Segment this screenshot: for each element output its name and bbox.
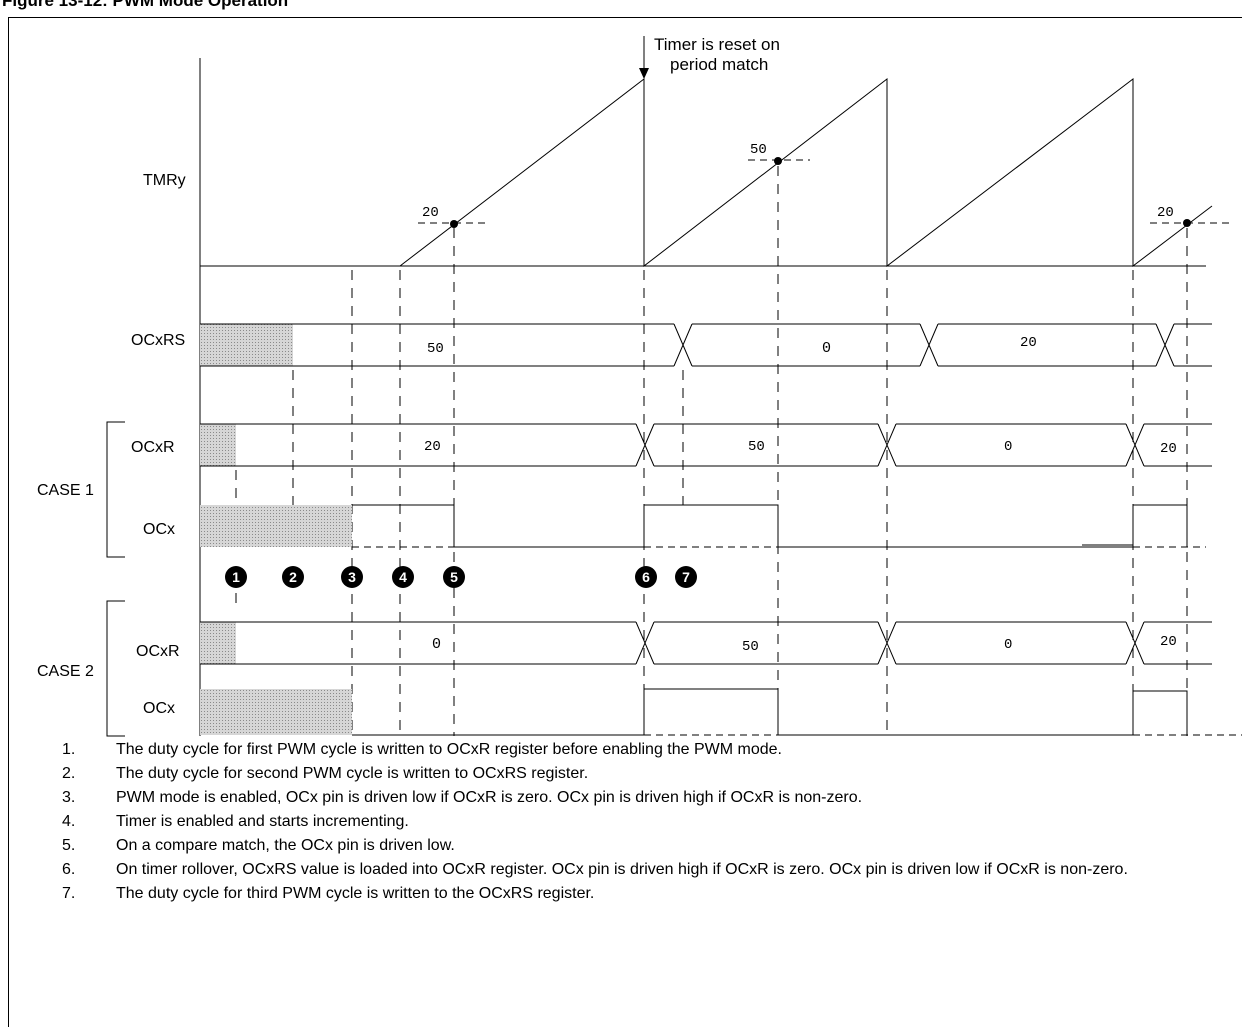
tmry-value-50: 50 [750, 142, 767, 158]
tmry-sawtooth [399, 77, 1213, 268]
annotation-line2: period match [670, 55, 768, 74]
note-item: 2. The duty cycle for second PWM cycle is… [62, 762, 1236, 786]
marker-4-disc [392, 566, 414, 588]
case2-ocxr-value-50: 50 [742, 639, 759, 655]
marker-5: 5 [450, 569, 458, 585]
case2-ocxr-value-0b: 0 [1004, 637, 1012, 653]
label-case1-ocxr: OCxR [131, 439, 175, 456]
case1-ocxr-bus [200, 423, 1212, 467]
note-text: PWM mode is enabled, OCx pin is driven l… [116, 789, 863, 806]
tmry-value-20a: 20 [422, 205, 439, 221]
figure-frame [8, 17, 1242, 1027]
note-item: 5. On a compare match, the OCx pin is dri… [62, 834, 1236, 858]
note-text: On timer rollover, OCxRS value is loaded… [116, 861, 1128, 878]
marker-6: 6 [642, 569, 650, 585]
note-item: 1. The duty cycle for first PWM cycle is … [62, 738, 1236, 762]
marker-5-disc [443, 566, 465, 588]
case1-ocxr-value-20b: 20 [1160, 441, 1177, 457]
case2-ocxr-value-0: 0 [432, 636, 441, 653]
timing-diagram: TMRy OCxRS OCxR OCx OCxR OCx CASE 1 CASE… [37, 35, 1242, 737]
case1-ocxr-value-20: 20 [424, 439, 441, 455]
case2-ocx-waveform [352, 688, 1188, 736]
marker-1-disc [225, 566, 247, 588]
case2-bracket [106, 600, 125, 737]
label-case2-ocx: OCx [143, 700, 175, 717]
ocxrs-bus [200, 323, 1212, 367]
case1-ocxr-value-0: 0 [1004, 439, 1012, 455]
marker-3: 3 [348, 569, 356, 585]
label-case1-ocx: OCx [143, 521, 175, 538]
label-case2-ocxr: OCxR [136, 643, 180, 660]
note-item: 6. On timer rollover, OCxRS value is load… [62, 858, 1236, 882]
marker-3-disc [341, 566, 363, 588]
reset-arrow-head [639, 68, 649, 79]
case2-ocx-undefined [200, 689, 352, 735]
compare-point-50 [774, 157, 782, 165]
notes-list: 1. The duty cycle for first PWM cycle is … [62, 738, 1236, 906]
note-number: 1. [62, 741, 76, 758]
note-number: 2. [62, 765, 76, 782]
marker-7: 7 [682, 569, 690, 585]
guide-lines [235, 166, 1188, 736]
note-text: The duty cycle for second PWM cycle is w… [116, 765, 589, 782]
case1-ocx-undefined [200, 505, 352, 547]
annotation-line1: Timer is reset on [654, 35, 780, 54]
note-item: 4. Timer is enabled and starts incrementi… [62, 810, 1236, 834]
case1-label: CASE 1 [37, 482, 94, 499]
note-text: The duty cycle for first PWM cycle is wr… [116, 741, 782, 758]
note-number: 7. [62, 885, 76, 902]
marker-7-disc [675, 566, 697, 588]
compare-point-20a [450, 220, 458, 228]
marker-4: 4 [399, 569, 407, 585]
ocxrs-value-0: 0 [822, 340, 831, 357]
note-number: 5. [62, 837, 76, 854]
compare-point-20b [1183, 219, 1191, 227]
note-item: 7. The duty cycle for third PWM cycle is … [62, 882, 1236, 906]
marker-2-disc [282, 566, 304, 588]
marker-2: 2 [289, 569, 297, 585]
case1-bracket [106, 421, 125, 558]
case1-ocx-waveform [352, 504, 1188, 548]
tmry-value-20b: 20 [1157, 205, 1174, 221]
event-markers: 1 2 3 4 5 6 7 [225, 566, 697, 588]
note-text: The duty cycle for third PWM cycle is wr… [116, 885, 595, 902]
case2-ocxr-value-20: 20 [1160, 634, 1177, 650]
note-number: 3. [62, 789, 76, 806]
note-number: 6. [62, 861, 76, 878]
ocxrs-value-20: 20 [1020, 335, 1037, 351]
label-ocxrs: OCxRS [131, 332, 185, 349]
case2-ocxr-bus [200, 621, 1212, 665]
marker-1: 1 [232, 569, 240, 585]
figure-title: Figure 13-12: PWM Mode Operation [2, 0, 289, 10]
note-text: Timer is enabled and starts incrementing… [116, 813, 409, 830]
note-text: On a compare match, the OCx pin is drive… [116, 837, 455, 854]
marker-6-disc [635, 566, 657, 588]
ocxrs-value-50: 50 [427, 341, 444, 357]
case1-ocxr-value-50: 50 [748, 439, 765, 455]
case2-label: CASE 2 [37, 663, 94, 680]
note-item: 3. PWM mode is enabled, OCx pin is driven… [62, 786, 1236, 810]
note-number: 4. [62, 813, 76, 830]
label-tmry: TMRy [143, 172, 186, 189]
